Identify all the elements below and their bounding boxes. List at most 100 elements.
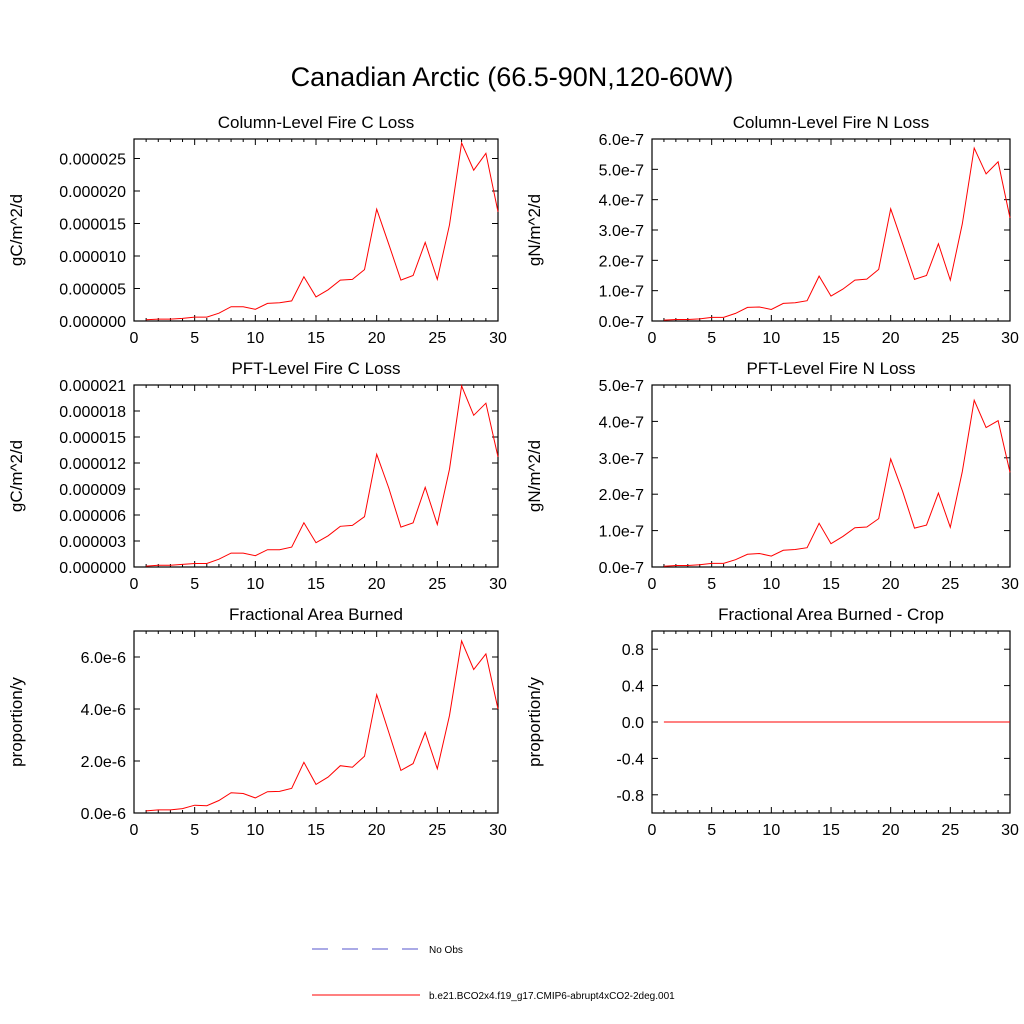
x-tick-label: 25 (428, 330, 446, 347)
y-tick-label: -0.8 (616, 788, 644, 805)
panel-title: PFT-Level Fire N Loss (746, 359, 915, 378)
x-tick-label: 25 (941, 330, 959, 347)
x-tick-label: 30 (489, 576, 507, 593)
x-tick-label: 10 (762, 330, 780, 347)
x-tick-label: 15 (307, 576, 325, 593)
x-tick-label: 20 (882, 330, 900, 347)
y-tick-label: 1.0e-7 (599, 524, 644, 541)
x-tick-label: 30 (489, 330, 507, 347)
x-tick-label: 10 (246, 576, 264, 593)
y-tick-label: 2.0e-7 (599, 253, 644, 270)
x-tick-label: 5 (707, 330, 716, 347)
y-tick-label: 0.0e-7 (599, 314, 644, 331)
y-tick-label: 6.0e-7 (599, 132, 644, 149)
plot-frame-3 (133, 384, 499, 568)
series-line (146, 141, 499, 321)
y-tick-label: 2.0e-6 (81, 754, 126, 771)
y-axis-label: gN/m^2/d (525, 440, 544, 512)
y-tick-label: 0.000012 (59, 456, 126, 473)
y-tick-label: 3.0e-7 (599, 223, 644, 240)
y-tick-label: 0.000010 (59, 249, 126, 266)
panel-title: Column-Level Fire N Loss (733, 113, 930, 132)
x-tick-label: 20 (882, 822, 900, 839)
x-tick-label: 10 (762, 576, 780, 593)
y-tick-label: 0.0e-7 (599, 560, 644, 577)
series-line (146, 639, 499, 812)
x-tick-label: 25 (941, 576, 959, 593)
y-tick-label: 0.000000 (59, 560, 126, 577)
y-axis-label: gC/m^2/d (7, 440, 26, 512)
y-tick-label: 0.8 (622, 642, 644, 659)
x-tick-label: 30 (1001, 822, 1019, 839)
y-tick-label: 0.000018 (59, 404, 126, 421)
x-tick-label: 5 (190, 822, 199, 839)
x-tick-label: 0 (130, 576, 139, 593)
y-tick-label: -0.4 (616, 751, 644, 768)
y-tick-label: 0.0e-6 (81, 806, 126, 823)
x-tick-label: 20 (882, 576, 900, 593)
x-tick-label: 5 (707, 822, 716, 839)
y-tick-label: 0.0 (622, 715, 644, 732)
series-line (663, 146, 1011, 321)
x-tick-label: 0 (648, 330, 657, 347)
x-tick-label: 20 (368, 330, 386, 347)
y-tick-label: 3.0e-7 (599, 451, 644, 468)
y-tick-label: 0.000015 (59, 430, 126, 447)
y-tick-label: 4.0e-7 (599, 414, 644, 431)
x-tick-label: 0 (130, 330, 139, 347)
x-tick-label: 25 (428, 576, 446, 593)
panel-title: PFT-Level Fire C Loss (231, 359, 400, 378)
y-tick-label: 0.000000 (59, 314, 126, 331)
y-axis-label: gN/m^2/d (525, 194, 544, 266)
y-tick-label: 0.000005 (59, 282, 126, 299)
y-tick-label: 5.0e-7 (599, 162, 644, 179)
x-tick-label: 5 (707, 576, 716, 593)
x-tick-label: 5 (190, 330, 199, 347)
x-tick-label: 30 (489, 822, 507, 839)
x-tick-label: 25 (941, 822, 959, 839)
x-tick-label: 0 (648, 576, 657, 593)
x-tick-label: 5 (190, 576, 199, 593)
x-tick-label: 20 (368, 576, 386, 593)
y-tick-label: 0.000021 (59, 378, 126, 395)
x-tick-label: 15 (822, 330, 840, 347)
y-axis-label: gC/m^2/d (7, 194, 26, 266)
y-tick-label: 2.0e-7 (599, 487, 644, 504)
plot-frame-1 (133, 138, 499, 322)
x-tick-label: 10 (246, 822, 264, 839)
x-tick-label: 15 (822, 822, 840, 839)
series-line (663, 398, 1011, 567)
y-tick-label: 5.0e-7 (599, 378, 644, 395)
y-tick-label: 0.000003 (59, 534, 126, 551)
y-tick-label: 0.000020 (59, 184, 126, 201)
series-line (146, 384, 499, 567)
x-tick-label: 10 (246, 330, 264, 347)
x-tick-label: 30 (1001, 576, 1019, 593)
plot-frame-5 (133, 630, 499, 814)
figure-title: Canadian Arctic (66.5-90N,120-60W) (290, 62, 734, 92)
y-tick-label: 1.0e-7 (599, 284, 644, 301)
y-axis-label: proportion/y (7, 677, 26, 767)
y-tick-label: 0.4 (622, 679, 644, 696)
panel-title: Fractional Area Burned (229, 605, 403, 624)
plot-frame-4 (651, 384, 1011, 568)
y-tick-label: 0.000025 (59, 152, 126, 169)
y-tick-label: 6.0e-6 (81, 650, 126, 667)
x-tick-label: 10 (762, 822, 780, 839)
panel-title: Fractional Area Burned - Crop (718, 605, 944, 624)
x-tick-label: 15 (822, 576, 840, 593)
legend-model-label: b.e21.BCO2x4.f19_g17.CMIP6-abrupt4xCO2-2… (429, 991, 675, 1002)
panel-title: Column-Level Fire C Loss (218, 113, 415, 132)
legend-no-obs-label: No Obs (429, 945, 463, 956)
y-tick-label: 4.0e-7 (599, 193, 644, 210)
y-tick-label: 0.000009 (59, 482, 126, 499)
y-tick-label: 4.0e-6 (81, 702, 126, 719)
x-tick-label: 30 (1001, 330, 1019, 347)
x-tick-label: 25 (428, 822, 446, 839)
x-tick-label: 15 (307, 822, 325, 839)
x-tick-label: 15 (307, 330, 325, 347)
y-tick-label: 0.000006 (59, 508, 126, 525)
plot-frame-2 (651, 138, 1011, 322)
x-tick-label: 0 (130, 822, 139, 839)
